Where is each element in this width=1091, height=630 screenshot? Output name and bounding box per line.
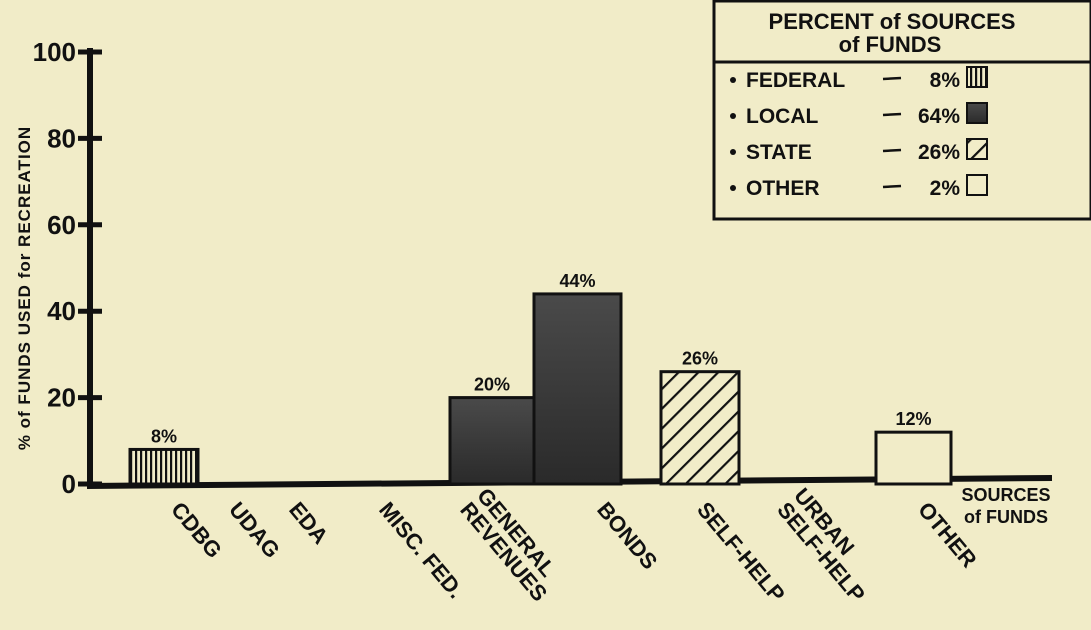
category-label-2: EDA bbox=[284, 497, 333, 549]
bar-5 bbox=[532, 292, 623, 486]
legend-dash bbox=[882, 184, 902, 189]
data-label-0: 8% bbox=[151, 426, 177, 446]
category-label-3: MISC. FED. bbox=[374, 497, 469, 603]
legend-bullet bbox=[730, 149, 736, 155]
category-label-4: GENERALREVENUES bbox=[455, 483, 569, 606]
y-tick-label: 40 bbox=[47, 296, 76, 326]
bar-0 bbox=[128, 447, 200, 486]
legend-entry-name: FEDERAL bbox=[746, 69, 845, 92]
legend-dash bbox=[882, 148, 902, 153]
legend-box bbox=[712, 0, 1091, 221]
legend-entry-name: OTHER bbox=[746, 177, 820, 200]
bar-6 bbox=[659, 370, 741, 486]
legend-entry-name: LOCAL bbox=[746, 105, 818, 128]
data-label-6: 26% bbox=[682, 349, 718, 369]
legend-entry-pct: 26% bbox=[918, 141, 960, 164]
x-axis-title-line: SOURCES bbox=[961, 485, 1050, 505]
category-label-line: BONDS bbox=[592, 497, 662, 574]
legend-entry-pct: 2% bbox=[930, 177, 961, 200]
legend-entry-pct: 8% bbox=[930, 69, 961, 92]
category-label-5: BONDS bbox=[592, 497, 662, 574]
category-label-line: EDA bbox=[284, 497, 333, 549]
category-label-1: UDAG bbox=[224, 497, 285, 563]
x-axis-title-line: of FUNDS bbox=[964, 507, 1048, 527]
category-label-0: CDBG bbox=[166, 497, 227, 563]
y-tick-label: 80 bbox=[47, 123, 76, 153]
legend-dash bbox=[882, 76, 902, 81]
y-tick-label: 20 bbox=[47, 383, 76, 413]
category-label-line: CDBG bbox=[166, 497, 227, 563]
y-axis-title: % of FUNDS USED for RECREATION bbox=[15, 126, 34, 450]
legend-entry-pct: 64% bbox=[918, 105, 960, 128]
legend-swatch bbox=[966, 138, 988, 160]
category-label-line: UDAG bbox=[224, 497, 285, 563]
legend-swatch bbox=[966, 174, 988, 196]
category-label-7: URBANSELF-HELP bbox=[772, 483, 887, 607]
legend-swatch bbox=[966, 66, 988, 88]
legend-title-line: of FUNDS bbox=[839, 32, 942, 57]
bar-8 bbox=[874, 430, 953, 486]
y-tick-label: 100 bbox=[33, 37, 76, 67]
legend-bullet bbox=[730, 185, 736, 191]
legend-title-line: PERCENT of SOURCES bbox=[769, 9, 1016, 34]
data-label-4: 20% bbox=[474, 375, 510, 395]
legend-bullet bbox=[730, 77, 736, 83]
bar-4 bbox=[448, 396, 536, 486]
data-label-5: 44% bbox=[559, 271, 595, 291]
legend-bullet bbox=[730, 113, 736, 119]
y-tick-label: 0 bbox=[62, 469, 76, 499]
legend-swatch bbox=[966, 102, 988, 124]
legend-dash bbox=[882, 112, 902, 117]
y-tick-label: 60 bbox=[47, 210, 76, 240]
category-label-line: MISC. FED. bbox=[374, 497, 469, 603]
legend-entry-name: STATE bbox=[746, 141, 812, 164]
data-label-8: 12% bbox=[895, 409, 931, 429]
